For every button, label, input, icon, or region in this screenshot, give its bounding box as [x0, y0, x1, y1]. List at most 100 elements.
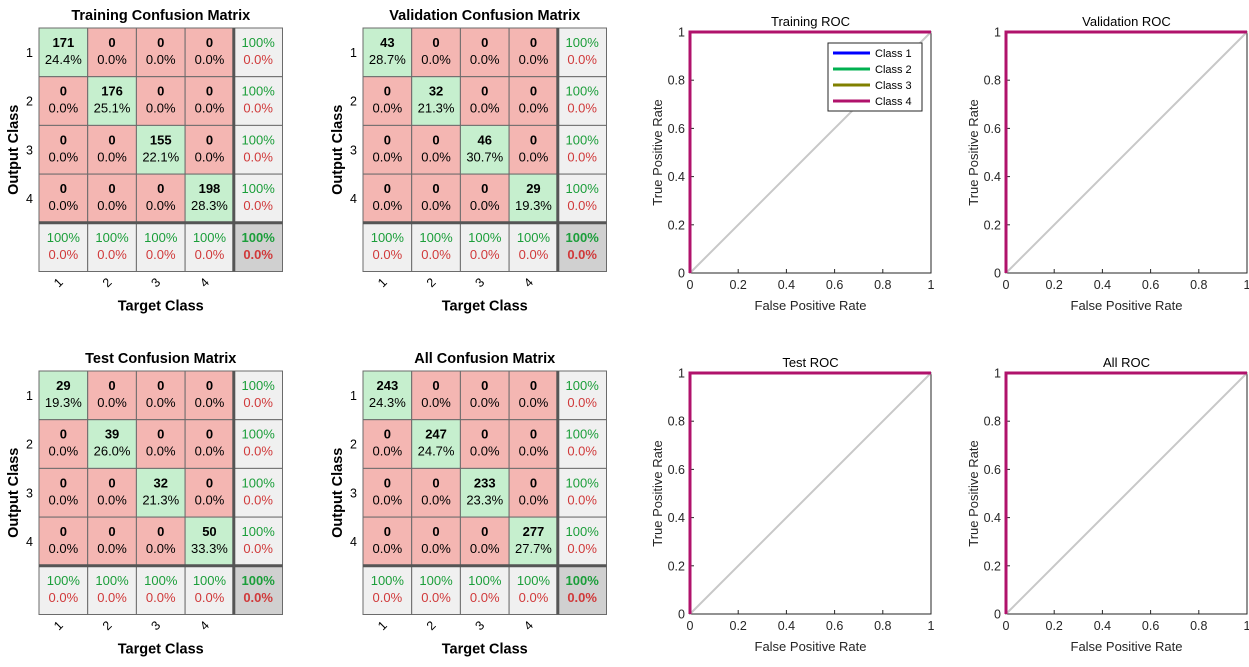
roc-x-tick-label: 0.4	[778, 619, 795, 633]
cm-cell-percent: 0.0%	[470, 541, 500, 556]
cm-cell-percent: 0.0%	[470, 52, 500, 67]
cm-row-tick: 2	[26, 438, 33, 452]
cm-summary-good: 100%	[242, 84, 276, 99]
cm-col-tick: 3	[149, 275, 164, 290]
roc-y-tick-label: 0.4	[668, 511, 685, 525]
cm-row-tick: 3	[350, 486, 357, 500]
cm-cell-count: 171	[52, 35, 74, 50]
cm-cell-percent: 0.0%	[146, 198, 176, 213]
cm-cell-count: 0	[108, 378, 115, 393]
cm-cell-count: 0	[206, 84, 213, 99]
cm-cell-count: 198	[199, 181, 221, 196]
cm-summary-bad: 0.0%	[470, 247, 500, 262]
cm-cell-percent: 0.0%	[519, 444, 549, 459]
cm-cell-percent: 0.0%	[421, 395, 451, 410]
roc-y-tick-label: 0.8	[668, 415, 685, 429]
cm-cell-count: 0	[384, 84, 391, 99]
cm-col-tick: 1	[51, 275, 66, 290]
cm-summary-good: 100%	[566, 378, 600, 393]
cm-cell-count: 0	[481, 35, 488, 50]
cm-cell-count: 233	[474, 475, 496, 490]
cm-cell-count: 50	[202, 524, 216, 539]
cm-cell-count: 0	[108, 181, 115, 196]
cm-cell-percent: 0.0%	[49, 492, 79, 507]
roc-xlabel: False Positive Rate	[1071, 639, 1183, 654]
cm-summary-bad: 0.0%	[567, 444, 597, 459]
cm-cell-count: 0	[481, 524, 488, 539]
cm-cell-percent: 0.0%	[519, 52, 549, 67]
cm-cell-percent: 22.1%	[142, 149, 179, 164]
cm-col-tick: 3	[473, 618, 488, 633]
cm-cell-count: 0	[108, 475, 115, 490]
cm-cell-bg	[233, 222, 284, 273]
cm-cell-bg	[38, 467, 89, 518]
roc-y-tick-label: 0.2	[668, 218, 685, 232]
cm-summary-good: 100%	[371, 230, 405, 245]
cm-cell-count: 0	[206, 35, 213, 50]
cm-cell-percent: 0.0%	[373, 541, 403, 556]
roc-y-tick-label: 0.6	[668, 463, 685, 477]
cm-cell-count: 0	[384, 181, 391, 196]
cm-cell-count: 0	[157, 84, 164, 99]
roc-diagonal	[1005, 372, 1248, 615]
cm-cell-bg	[459, 124, 510, 175]
cm-cell-count: 277	[523, 524, 545, 539]
cm-summary-good: 100%	[566, 84, 600, 99]
roc-x-tick-label: 0.6	[1142, 278, 1159, 292]
cm-summary-bad: 0.0%	[567, 590, 597, 605]
cm-row-tick: 1	[26, 389, 33, 403]
cm-cell-percent: 28.7%	[369, 52, 406, 67]
roc-x-tick-label: 1	[928, 619, 935, 633]
cm-cell-count: 0	[157, 378, 164, 393]
cm-cell-percent: 0.0%	[146, 101, 176, 116]
cm-cell-percent: 0.0%	[519, 101, 549, 116]
cm-summary-good: 100%	[242, 378, 276, 393]
cm-cell-percent: 30.7%	[466, 149, 503, 164]
cm-cell-percent: 0.0%	[195, 395, 225, 410]
cm-summary-good: 100%	[566, 230, 600, 245]
roc-y-tick-label: 0.8	[984, 74, 1001, 88]
cm-summary-good: 100%	[47, 230, 81, 245]
cm-cell-bg	[557, 565, 607, 615]
cm-cell-count: 0	[432, 132, 439, 147]
cm-cell-bg	[135, 76, 186, 126]
cm-summary-good: 100%	[566, 35, 600, 50]
cm-cell-percent: 24.7%	[418, 444, 455, 459]
cm-ylabel: Output Class	[6, 448, 22, 538]
cm-cell-count: 29	[56, 378, 70, 393]
cm-summary-bad: 0.0%	[567, 541, 597, 556]
cm-cell-bg	[411, 27, 461, 78]
cm-row-tick: 4	[26, 192, 33, 206]
roc-x-tick-label: 0.2	[730, 619, 747, 633]
cm-cell-percent: 0.0%	[519, 395, 549, 410]
cm-cell-bg	[87, 419, 137, 469]
cm-cell-bg	[557, 419, 607, 469]
cm-cell-bg	[38, 76, 89, 126]
cm-cell-bg	[184, 173, 235, 224]
cm-row-tick: 2	[350, 438, 357, 452]
cm-cell-count: 0	[384, 475, 391, 490]
roc-curve-class-4	[688, 30, 931, 273]
cm-cell-count: 247	[425, 427, 447, 442]
cm-cell-bg	[184, 419, 235, 469]
cm-row-tick: 3	[26, 486, 33, 500]
roc-y-tick-label: 0.6	[984, 463, 1001, 477]
confusion-matrix-2: Validation Confusion Matrix4328.7%00.0%0…	[330, 8, 607, 315]
roc-legend-label: Class 4	[875, 96, 912, 108]
cm-col-tick: 2	[100, 275, 115, 290]
cm-row-tick: 2	[26, 95, 33, 109]
cm-cell-percent: 21.3%	[142, 492, 179, 507]
roc-x-tick-label: 0.8	[874, 619, 891, 633]
cm-cell-bg	[135, 370, 186, 421]
cm-xlabel: Target Class	[442, 642, 528, 658]
cm-cell-bg	[557, 222, 607, 273]
cm-cell-percent: 25.1%	[94, 101, 131, 116]
cm-col-tick: 3	[473, 275, 488, 290]
roc-y-tick-label: 1	[994, 367, 1001, 381]
roc-y-tick-label: 0.4	[668, 170, 685, 184]
roc-plot-3: Test ROC 0 0.2 0.4 0.6 0.8 1 0 0.2 0.4 0.6 0.8 1 Fals…	[650, 355, 935, 654]
cm-cell-percent: 19.3%	[45, 395, 82, 410]
roc-x-tick-label: 1	[928, 278, 935, 292]
cm-cell-percent: 0.0%	[49, 149, 79, 164]
